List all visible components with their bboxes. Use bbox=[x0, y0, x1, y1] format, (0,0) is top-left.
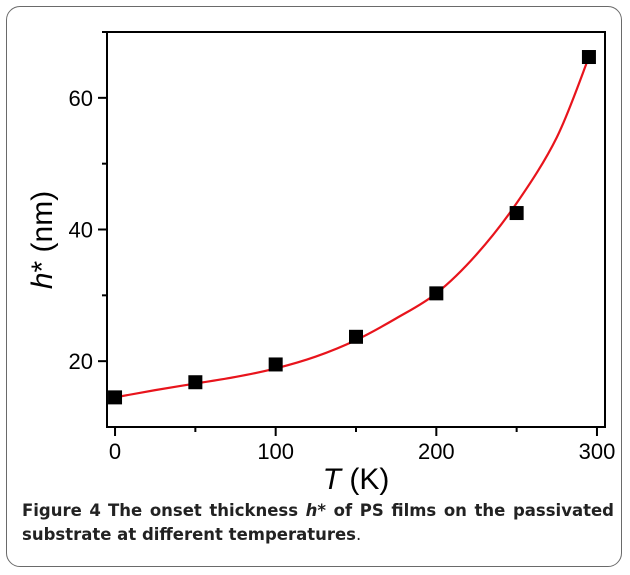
data-point bbox=[581, 50, 596, 65]
data-point bbox=[509, 206, 524, 221]
y-axis-label: h* (nm) bbox=[26, 191, 59, 289]
y-axis-symbol: h bbox=[26, 272, 59, 289]
data-point bbox=[108, 390, 123, 405]
figure-frame bbox=[6, 6, 622, 567]
x-axis-symbol: T bbox=[323, 463, 344, 496]
data-points bbox=[108, 50, 596, 405]
y-tick-label: 40 bbox=[69, 218, 93, 243]
caption-symbol: h bbox=[305, 501, 318, 520]
y-tick-label: 20 bbox=[69, 349, 93, 374]
y-axis-unit: * (nm) bbox=[26, 191, 59, 273]
x-tick-label: 300 bbox=[579, 439, 616, 464]
x-tick-label: 100 bbox=[257, 439, 294, 464]
x-axis-ticks: 0 100 200 300 bbox=[109, 427, 615, 464]
chart: 0 100 200 300 20 40 60 T (K) h* (nm) bbox=[26, 31, 615, 496]
x-tick-label: 0 bbox=[109, 439, 121, 464]
fit-curve-group bbox=[114, 56, 590, 399]
x-axis-unit: (K) bbox=[341, 463, 389, 496]
data-point bbox=[429, 286, 444, 301]
plot-area bbox=[106, 31, 606, 428]
data-point bbox=[268, 357, 283, 372]
y-axis-ticks: 20 40 60 bbox=[69, 31, 107, 374]
caption-end: . bbox=[356, 525, 362, 544]
data-point bbox=[349, 329, 363, 344]
y-tick-label: 60 bbox=[69, 86, 93, 111]
caption-text-after: * of PS films on the passivated substrat… bbox=[22, 501, 614, 544]
caption-label: Figure 4 bbox=[22, 501, 101, 520]
figure-caption: Figure 4 The onset thickness h* of PS fi… bbox=[22, 499, 614, 547]
x-axis-label: T (K) bbox=[323, 463, 390, 496]
caption-text-before: The onset thickness bbox=[108, 501, 306, 520]
x-tick-label: 200 bbox=[418, 439, 455, 464]
fit-curve bbox=[114, 56, 590, 399]
data-point bbox=[188, 375, 203, 390]
